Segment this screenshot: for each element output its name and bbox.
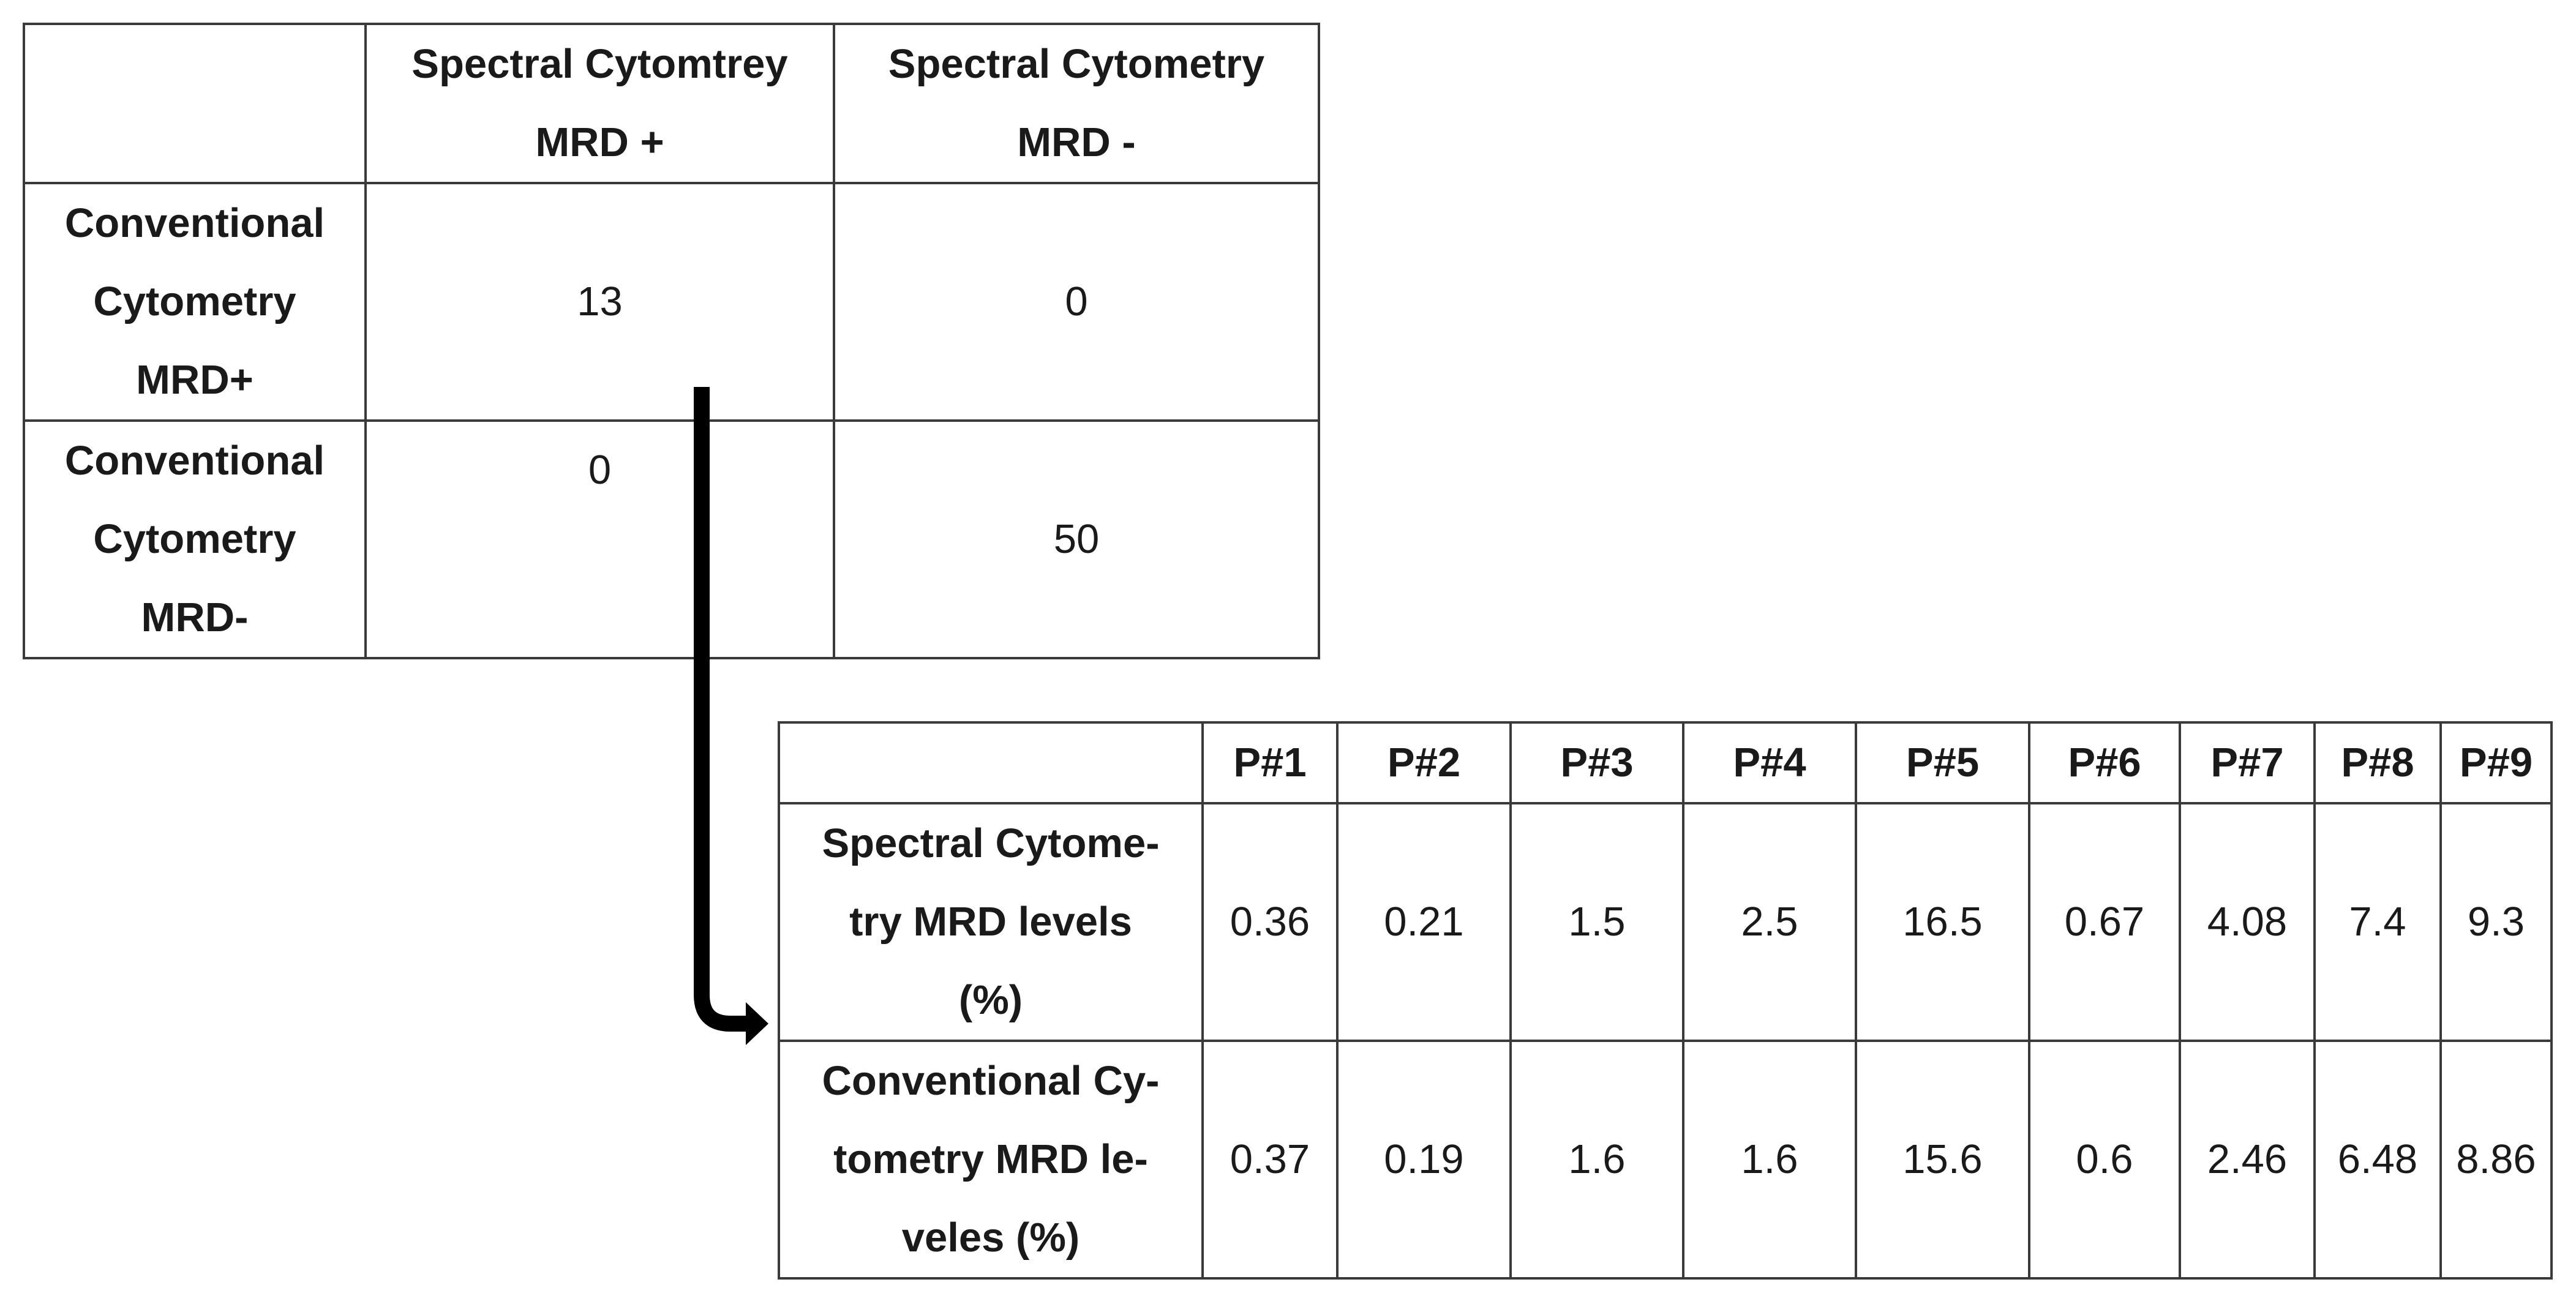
- level-cell: 0.19: [1336, 1040, 1512, 1280]
- level-cell: 4.08: [2179, 802, 2316, 1042]
- level-cell: 2.5: [1682, 802, 1857, 1042]
- row-header-spectral-levels: Spectral Cytome-try MRD levels (%): [778, 802, 1204, 1042]
- table-row: Conventional Cytometry MRD+ 13 0: [23, 182, 1320, 422]
- patient-header: P#7: [2179, 721, 2316, 804]
- count-cell: 0: [364, 419, 835, 659]
- level-cell: 0.6: [2028, 1040, 2181, 1280]
- level-cell: 1.6: [1509, 1040, 1684, 1280]
- level-cell: 8.86: [2439, 1040, 2553, 1280]
- table-header-row: Spectral Cytomtrey MRD + Spectral Cytomet…: [23, 23, 1320, 184]
- row-header-conventional-mrd-negative: Conventional Cytometry MRD-: [23, 419, 367, 659]
- patient-header: P#5: [1855, 721, 2030, 804]
- level-cell: 1.6: [1682, 1040, 1857, 1280]
- count-value: 0: [588, 447, 612, 493]
- row-header-conventional-levels: Conventional Cy-tometry MRD le-veles (%): [778, 1040, 1204, 1280]
- level-cell: 15.6: [1855, 1040, 2030, 1280]
- count-cell: 50: [833, 419, 1320, 659]
- patient-header: P#2: [1336, 721, 1512, 804]
- col-header-spectral-mrd-negative: Spectral Cytometry MRD -: [833, 23, 1320, 184]
- patient-header: P#9: [2439, 721, 2553, 804]
- connector-arrowhead: [746, 1002, 768, 1045]
- level-cell: 16.5: [1855, 802, 2030, 1042]
- level-cell: 2.46: [2179, 1040, 2316, 1280]
- mrd-contingency-table: Spectral Cytomtrey MRD + Spectral Cytomet…: [23, 23, 1320, 659]
- level-cell: 6.48: [2313, 1040, 2442, 1280]
- row-header-conventional-mrd-positive: Conventional Cytometry MRD+: [23, 182, 367, 422]
- count-cell: 0: [833, 182, 1320, 422]
- level-cell: 0.36: [1201, 802, 1339, 1042]
- patient-header: P#6: [2028, 721, 2181, 804]
- patient-header: P#3: [1509, 721, 1684, 804]
- corner-cell: [23, 23, 367, 184]
- level-cell: 1.5: [1509, 802, 1684, 1042]
- col-header-spectral-mrd-positive: Spectral Cytomtrey MRD +: [364, 23, 835, 184]
- table-row: Conventional Cy-tometry MRD le-veles (%)…: [778, 1040, 2553, 1280]
- corner-cell: [778, 721, 1204, 804]
- level-cell: 0.67: [2028, 802, 2181, 1042]
- patient-header: P#8: [2313, 721, 2442, 804]
- patient-header: P#1: [1201, 721, 1339, 804]
- table-row: Conventional Cytometry MRD- 0 50: [23, 419, 1320, 659]
- level-cell: 9.3: [2439, 802, 2553, 1042]
- count-cell: 13: [364, 182, 835, 422]
- level-cell: 0.21: [1336, 802, 1512, 1042]
- table-row: Spectral Cytome-try MRD levels (%) 0.36 0…: [778, 802, 2553, 1042]
- level-cell: 7.4: [2313, 802, 2442, 1042]
- level-cell: 0.37: [1201, 1040, 1339, 1280]
- patient-mrd-levels-table: P#1 P#2 P#3 P#4 P#5 P#6 P#7 P#8 P#9 Spec…: [778, 721, 2553, 1280]
- table-header-row: P#1 P#2 P#3 P#4 P#5 P#6 P#7 P#8 P#9: [778, 721, 2553, 804]
- patient-header: P#4: [1682, 721, 1857, 804]
